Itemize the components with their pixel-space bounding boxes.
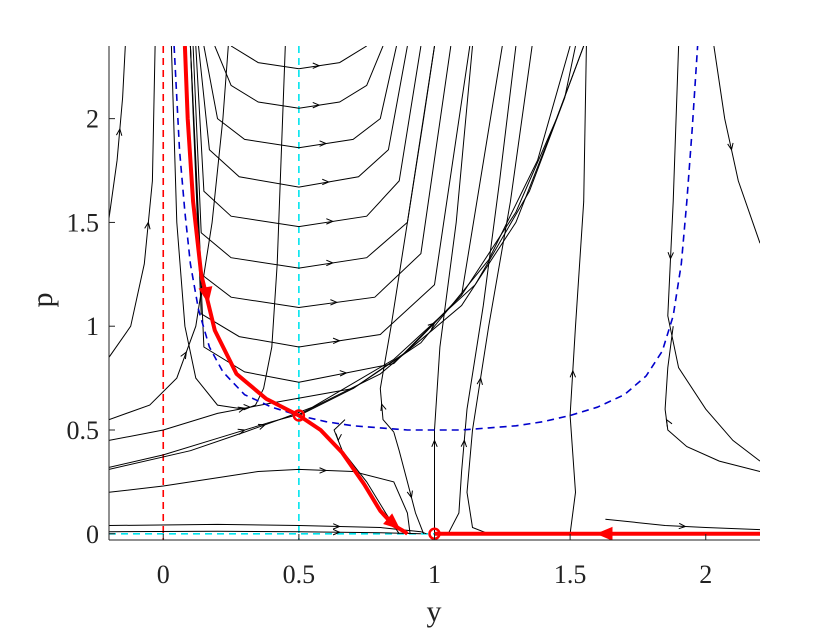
- trajectory-arrow-25: [476, 376, 483, 385]
- trajectory-arrow-26: [569, 369, 577, 378]
- trajectory-arrow-17: [319, 467, 328, 474]
- trajectory-arrow-4: [326, 218, 335, 225]
- trajectory-arrow-5: [326, 259, 335, 267]
- trajectory-arrow-28: [678, 522, 687, 530]
- trajectory-24: [447, 46, 517, 535]
- trajectory-25: [466, 46, 533, 535]
- trajectory-0: [230, 46, 367, 70]
- trajectory-arrow-21: [380, 402, 387, 412]
- trajectory-arrow-20: [335, 433, 342, 442]
- trajectory-21: [379, 46, 435, 433]
- y-tick-label-2: 1: [86, 312, 99, 341]
- trajectory-14: [109, 46, 585, 468]
- trajectory-arrow-6: [330, 299, 339, 306]
- trajectory-arrow-24: [460, 439, 468, 448]
- x-tick-label-2: 1: [428, 560, 441, 589]
- trajectory-arrow-2: [319, 140, 328, 147]
- trajectory-arrow-16: [237, 406, 246, 413]
- trajectory-arrow-9: [144, 221, 151, 230]
- trajectory-30: [664, 326, 760, 472]
- trajectory-22: [393, 431, 425, 534]
- trajectory-arrow-13: [427, 322, 436, 330]
- trajectory-7: [189, 46, 471, 348]
- x-tick-label-3: 1.5: [554, 560, 587, 589]
- equilibrium-point-0: [292, 409, 306, 422]
- x-tick-label-0: 0: [157, 560, 170, 589]
- trajectory-3: [198, 46, 408, 188]
- trajectory-arrow-30: [665, 418, 673, 427]
- stable-branch-arrow-1: [383, 513, 401, 530]
- trajectory-2: [203, 46, 397, 149]
- trajectory-arrow-15: [257, 423, 267, 430]
- trajectory-17: [109, 468, 411, 534]
- trajectory-arrow-10: [115, 127, 123, 136]
- y-axis-label: p: [26, 293, 59, 308]
- stable-branch-arrow-0: [198, 286, 213, 304]
- trajectory-arrow-23: [431, 439, 438, 448]
- trajectory-4: [195, 46, 422, 228]
- axes: 0 0.5 1 1.5 2 0 0.5 1 1.5 2: [67, 46, 760, 589]
- trajectory-arrow-27: [667, 252, 674, 261]
- stable-branch-arrow-2: [595, 526, 613, 540]
- trajectory-arrow-3: [322, 178, 330, 186]
- y-tick-label-0: 0: [86, 520, 99, 549]
- nullcline-curve: [173, 46, 699, 431]
- trajectory-arrow-19: [332, 528, 341, 536]
- x-tick-label-4: 2: [699, 560, 712, 589]
- y-tick-label-3: 1.5: [67, 208, 100, 237]
- stable-branch-1: [297, 413, 409, 536]
- trajectory-11: [109, 46, 229, 421]
- trajectory-9: [109, 46, 156, 358]
- x-tick-label-1: 0.5: [283, 560, 316, 589]
- nullcline: [173, 46, 699, 431]
- trajectory-19: [109, 530, 421, 535]
- x-axis-label: y: [427, 595, 442, 628]
- y-tick-label-4: 2: [86, 105, 99, 134]
- trajectory-15: [109, 46, 576, 470]
- trajectory-arrow-18: [332, 523, 341, 530]
- trajectory-1: [214, 46, 384, 109]
- trajectory-arrow-22: [406, 490, 413, 499]
- trajectory-arrow-8: [339, 370, 348, 377]
- trajectory-arrow-29: [727, 142, 734, 152]
- trajectory-arrow-7: [332, 337, 341, 345]
- trajectory-arrow-1: [312, 101, 321, 109]
- stable-manifold: [182, 46, 760, 540]
- trajectory-16: [109, 46, 571, 441]
- y-tick-label-1: 0.5: [67, 416, 100, 445]
- trajectory-27: [667, 46, 760, 462]
- trajectory-arrow-11: [180, 351, 187, 360]
- trajectory-arrow-0: [312, 62, 321, 69]
